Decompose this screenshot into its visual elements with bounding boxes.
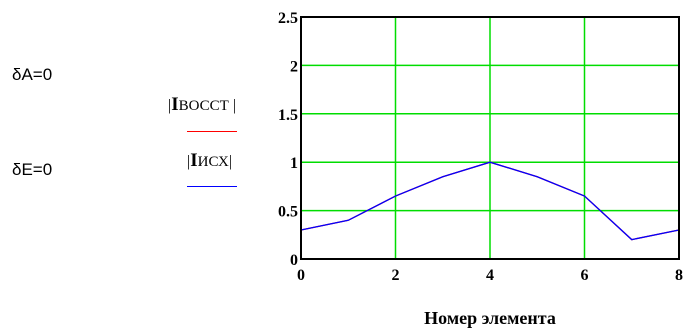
legend-line-original <box>187 186 237 187</box>
legend-restored-main: I <box>171 94 179 115</box>
legend-restored-prefix: | <box>168 97 172 114</box>
tick-layer: 0 2 4 6 8 0 0.5 1 1.5 2 2.5 <box>278 10 683 284</box>
x-tick-label-3: 6 <box>581 267 589 284</box>
x-tick-label-0: 0 <box>297 267 305 284</box>
x-axis-label: Номер элемента <box>424 308 556 328</box>
series-layer <box>300 161 680 241</box>
series-line-1 <box>300 161 680 241</box>
legend-restored-sub: ВОССТ <box>178 98 229 114</box>
legend-restored-suffix: | <box>228 97 237 114</box>
legend-original-prefix: | <box>187 153 191 170</box>
y-tick-label-0: 0 <box>290 252 298 269</box>
grid-layer <box>301 17 679 259</box>
y-tick-label-3: 1.5 <box>278 107 298 124</box>
legend-label-restored: |IВОССТ | <box>168 94 236 116</box>
y-tick-label-4: 2 <box>290 58 298 75</box>
legend-line-restored <box>187 131 237 132</box>
y-tick-label-1: 0.5 <box>278 204 298 221</box>
plot-frame <box>300 16 680 260</box>
delta-e-label: δE=0 <box>12 160 53 179</box>
legend-original-sub: ИСХ <box>197 154 229 170</box>
x-tick-label-1: 2 <box>392 267 400 284</box>
legend-original-main: I <box>190 150 198 171</box>
x-tick-label-4: 8 <box>675 267 683 284</box>
legend-label-original: |IИСХ| <box>187 150 232 172</box>
legend-original-suffix: | <box>228 153 233 170</box>
y-tick-label-5: 2.5 <box>278 10 298 27</box>
delta-a-label: δA=0 <box>12 65 53 84</box>
y-tick-label-2: 1 <box>290 155 298 172</box>
x-tick-label-2: 4 <box>486 267 494 284</box>
